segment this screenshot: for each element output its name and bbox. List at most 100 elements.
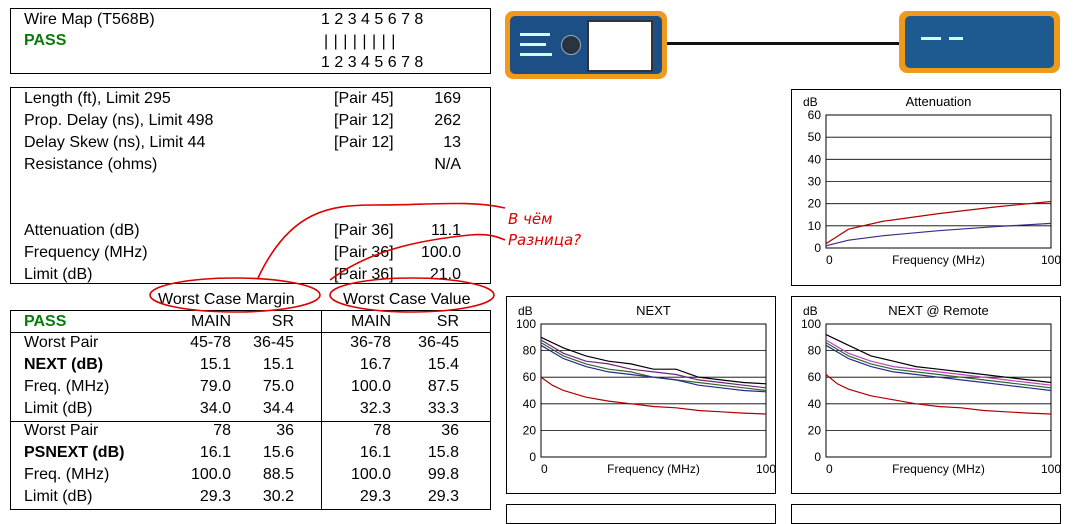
y-tick-label: 20 — [808, 423, 822, 437]
y-tick-label: 80 — [523, 344, 537, 358]
next-rows-cell: 79.0 — [199, 378, 231, 395]
bottom-chart-left — [506, 504, 776, 524]
worst-case-margin-label: Worst Case Margin — [158, 291, 295, 308]
wiremap-status: PASS — [24, 32, 67, 49]
chart-xlabel: Frequency (MHz) — [892, 462, 985, 476]
next-rows-cell: 36-78 — [350, 334, 391, 351]
series-line — [540, 336, 767, 385]
y-tick-label: 30 — [808, 175, 822, 189]
x-tick-label: 0 — [826, 253, 833, 267]
wiremap-pins-bottom: 1 2 3 4 5 6 7 8 — [321, 54, 424, 71]
y-tick-label: 60 — [523, 370, 537, 384]
next-rows-cell: 45-78 — [190, 334, 231, 351]
chart-ylabel: dB — [803, 304, 818, 318]
plot-area — [825, 323, 1052, 458]
y-tick-label: 0 — [814, 450, 821, 464]
psnext-rows-label: Limit (dB) — [24, 488, 93, 505]
psnext-rows-cell: 88.5 — [262, 466, 294, 483]
col-sr-margin: SR — [271, 313, 294, 330]
worst-case-value-label: Worst Case Value — [343, 291, 471, 308]
next-rows-label: Limit (dB) — [24, 400, 93, 417]
psnext-rows-cell: 100.0 — [190, 466, 231, 483]
series-line — [825, 200, 1052, 245]
next-rows-cell: 33.3 — [427, 400, 459, 417]
series-line — [540, 376, 767, 415]
y-tick-label: 100 — [801, 317, 821, 331]
psnext-rows-cell: 99.8 — [427, 466, 459, 483]
next-rows-cell: 15.1 — [262, 356, 294, 373]
y-tick-label: 40 — [808, 152, 822, 166]
chart-title: Attenuation — [906, 94, 972, 109]
next-rows-cell: 87.5 — [427, 378, 459, 395]
y-tick-label: 50 — [808, 130, 822, 144]
y-tick-label: 0 — [529, 450, 536, 464]
psnext-rows-cell: 78 — [213, 422, 231, 439]
next-rows-cell: 36-45 — [418, 334, 459, 351]
summary-pair: [Pair 12] — [334, 134, 394, 151]
remote-tester-device — [899, 11, 1060, 73]
next-rows-label: Worst Pair — [24, 334, 99, 351]
annotation-text-line1: В чём — [508, 210, 553, 228]
psnext-rows-cell: 15.8 — [427, 444, 459, 461]
psnext-rows-cell: 78 — [373, 422, 391, 439]
annotation-text-line2: Разница? — [508, 231, 582, 249]
series-line — [540, 344, 767, 393]
psnext-rows-cell: 29.3 — [427, 488, 459, 505]
summary-value: N/A — [434, 156, 461, 173]
psnext-rows-label: PSNEXT (dB) — [24, 444, 125, 461]
psnext-rows-cell: 29.3 — [359, 488, 391, 505]
psnext-rows-cell: 16.1 — [199, 444, 231, 461]
summary-value: 13 — [443, 134, 461, 151]
attenuation-chart: Attenuation dB 0 10 20 30 40 50 60 0 100 Frequency … — [791, 89, 1061, 286]
cable-line — [667, 42, 901, 45]
next-rows-cell: 75.0 — [262, 378, 294, 395]
y-tick-label: 100 — [516, 317, 536, 331]
next-rows-cell: 34.0 — [199, 400, 231, 417]
vertical-divider — [321, 311, 322, 509]
next-rows-cell: 15.1 — [199, 356, 231, 373]
wiremap-panel: Wire Map (T568B) PASS 1 2 3 4 5 6 7 8 | … — [10, 8, 491, 74]
series-line — [825, 344, 1052, 392]
summary-pair: [Pair 36] — [334, 222, 394, 239]
chart-xlabel: Frequency (MHz) — [892, 253, 985, 267]
col-main-value: MAIN — [351, 313, 391, 330]
psnext-rows-label: Worst Pair — [24, 422, 99, 439]
chart-ylabel: dB — [803, 95, 818, 109]
wiremap-pins-top: 1 2 3 4 5 6 7 8 — [321, 11, 424, 28]
psnext-rows-label: Freq. (MHz) — [24, 466, 110, 483]
next-rows-cell: 34.4 — [262, 400, 294, 417]
y-tick-label: 20 — [808, 197, 822, 211]
y-tick-label: 10 — [808, 219, 822, 233]
x-tick-label: 100 — [1041, 253, 1060, 267]
psnext-rows-cell: 36 — [441, 422, 459, 439]
summary-pair: [Pair 12] — [334, 112, 394, 129]
main-tester-device — [505, 11, 667, 79]
col-main-margin: MAIN — [191, 313, 231, 330]
next-rows-label: Freq. (MHz) — [24, 378, 110, 395]
y-tick-label: 60 — [808, 370, 822, 384]
summary-value: 100.0 — [420, 244, 461, 261]
next-rows-label: NEXT (dB) — [24, 356, 104, 373]
series-line — [825, 222, 1052, 247]
next-remote-chart: NEXT @ Remote dB 0 20 40 60 80 100 0 100 Frequency… — [791, 296, 1061, 494]
psnext-rows-cell: 15.6 — [262, 444, 294, 461]
x-tick-label: 0 — [541, 462, 548, 476]
y-tick-label: 0 — [814, 241, 821, 255]
y-tick-label: 80 — [808, 344, 822, 358]
header-divider — [11, 332, 490, 333]
summary-value: 169 — [434, 90, 461, 107]
psnext-rows-cell: 36 — [276, 422, 294, 439]
summary-pair: [Pair 36] — [334, 244, 394, 261]
summary-value: 21.0 — [429, 266, 461, 283]
psnext-rows-cell: 100.0 — [350, 466, 391, 483]
col-sr-value: SR — [436, 313, 459, 330]
summary-label: Limit (dB) — [24, 266, 93, 283]
wiremap-title: Wire Map (T568B) — [24, 11, 155, 28]
psnext-rows-cell: 16.1 — [359, 444, 391, 461]
y-tick-label: 20 — [523, 423, 537, 437]
next-rows-cell: 36-45 — [253, 334, 294, 351]
summary-panel: Length (ft), Limit 295 [Pair 45] 169 Prop. … — [10, 87, 491, 284]
x-tick-label: 100 — [1041, 462, 1060, 476]
series-line — [540, 339, 767, 389]
x-tick-label: 0 — [826, 462, 833, 476]
